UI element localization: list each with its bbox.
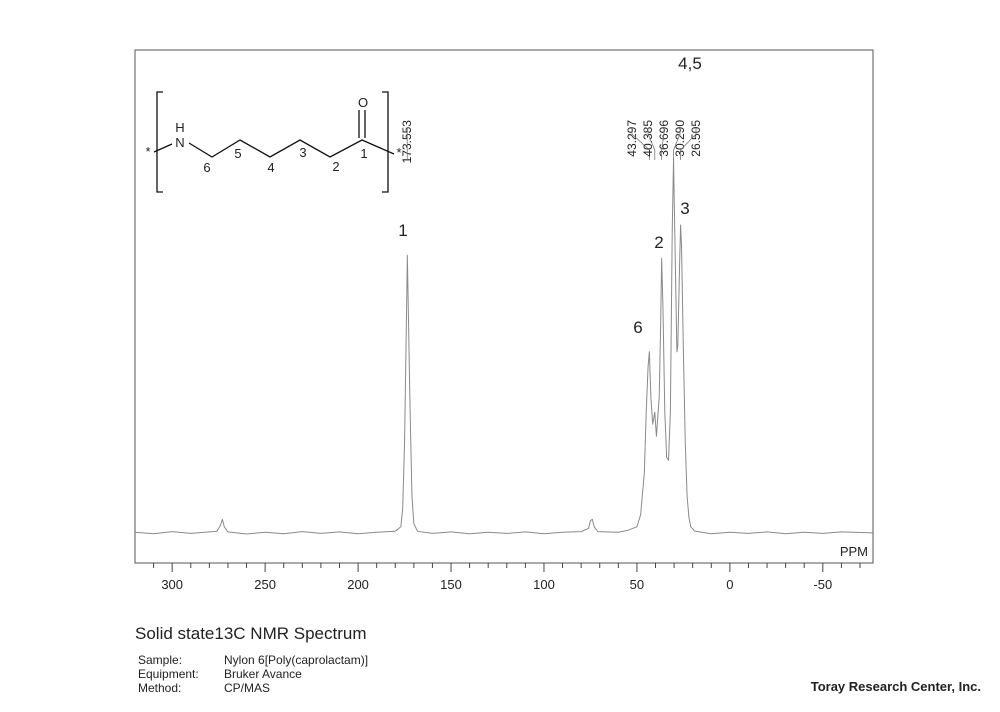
peak-leader [680, 128, 697, 160]
info-key: Sample: [138, 653, 182, 667]
atom: H [175, 120, 184, 135]
chain [153, 139, 395, 158]
carbon-number: 2 [332, 159, 339, 174]
double-bond [358, 110, 366, 138]
peak-leader [647, 128, 656, 160]
peak-label: 43.297 [625, 120, 639, 157]
peak-leader [673, 128, 681, 160]
x-axis-label: PPM [840, 544, 868, 559]
info-value: CP/MAS [224, 681, 270, 695]
bracket [156, 91, 163, 193]
peak-label: 40.385 [641, 120, 655, 157]
info-value: Bruker Avance [224, 667, 302, 681]
atom: O [358, 95, 368, 110]
peak-leader [661, 128, 665, 160]
assignment-label: 2 [654, 233, 663, 252]
x-tick-label: 50 [630, 577, 644, 592]
atom: N [175, 135, 184, 150]
x-tick-label: -50 [813, 577, 832, 592]
info-value: Nylon 6[Poly(caprolactam)] [224, 653, 368, 667]
x-tick-label: 0 [726, 577, 733, 592]
peak-leader [631, 128, 650, 160]
carbon-number: 3 [299, 145, 306, 160]
info-key: Method: [138, 681, 181, 695]
carbon-number: 5 [234, 146, 241, 161]
structure [153, 91, 395, 193]
spectrum [134, 158, 874, 535]
end-group: * [145, 144, 150, 159]
assignment-label: 3 [680, 199, 689, 218]
assignment-label: 4,5 [678, 54, 702, 73]
info-key: Equipment: [138, 667, 199, 681]
bracket [382, 91, 389, 193]
peak-label: 36.696 [657, 120, 671, 157]
end-group: * [396, 145, 401, 160]
carbon-number: 6 [203, 160, 210, 175]
plot-frame [134, 49, 874, 564]
x-tick-label: 250 [254, 577, 276, 592]
chart-title: Solid state13C NMR Spectrum [135, 624, 366, 643]
assignment-label: 6 [633, 318, 642, 337]
peak-label: 30.290 [673, 120, 687, 157]
x-tick-label: 100 [533, 577, 555, 592]
x-tick-label: 300 [161, 577, 183, 592]
carbon-number: 4 [267, 160, 274, 175]
peak-label: 26.505 [689, 120, 703, 157]
x-tick-label: 200 [347, 577, 369, 592]
credit: Toray Research Center, Inc. [811, 679, 981, 694]
assignment-label: 1 [398, 221, 407, 240]
carbon-number: 1 [360, 146, 367, 161]
x-tick-label: 150 [440, 577, 462, 592]
